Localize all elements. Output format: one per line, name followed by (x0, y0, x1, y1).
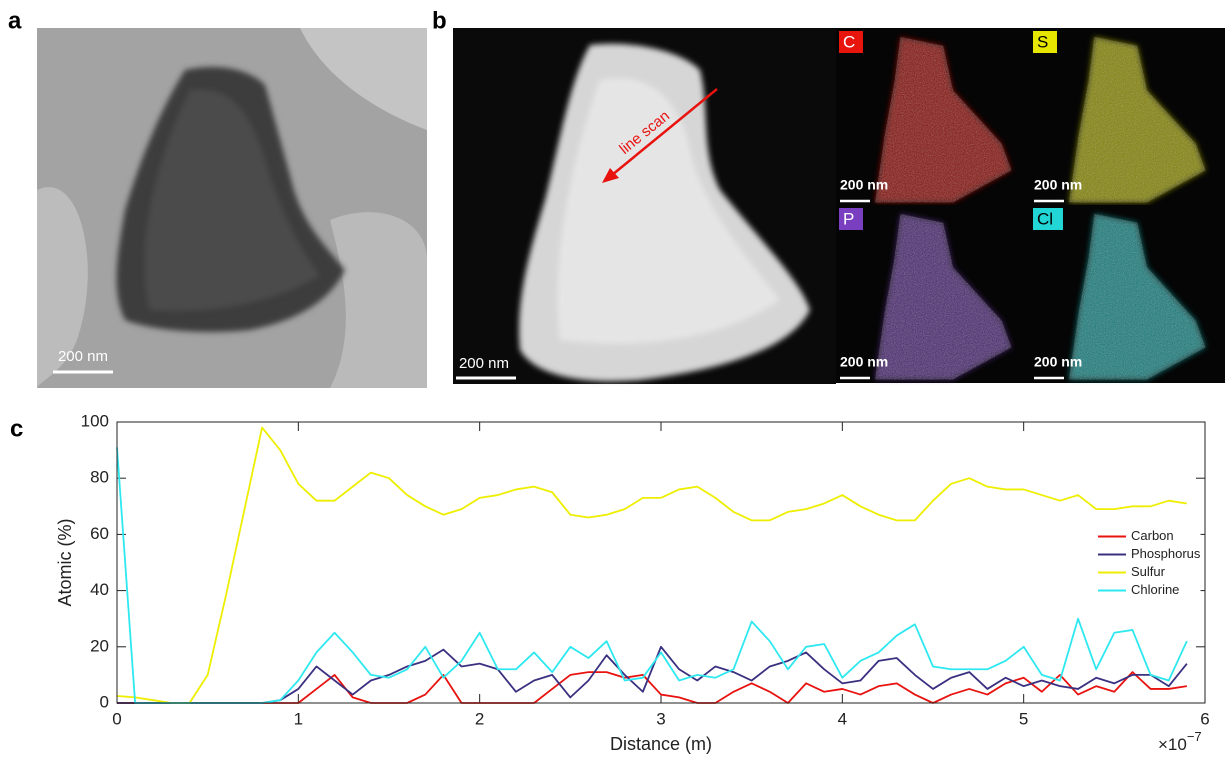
axes-box (117, 422, 1205, 703)
x-multiplier: ×10−7 (1158, 729, 1202, 754)
x-tick-label: 5 (1019, 709, 1028, 728)
legend-label: Phosphorus (1131, 546, 1201, 561)
scale-bar-label: 200 nm (459, 355, 509, 372)
panel-label: c (10, 415, 23, 442)
scale-bar-label: 200 nm (840, 177, 888, 193)
x-tick-label: 1 (294, 709, 303, 728)
y-tick-label: 20 (90, 636, 109, 655)
y-tick-label: 0 (100, 692, 109, 711)
legend-label: Chlorine (1131, 582, 1179, 597)
tem-image (37, 28, 427, 388)
figure: 200 nm a line scan 200 nm b C200 nmS200 … (0, 0, 1225, 757)
legend-label: Sulfur (1131, 564, 1166, 579)
scale-bar-label: 200 nm (1034, 177, 1082, 193)
element-label: S (1037, 32, 1048, 51)
y-axis-label: Atomic (%) (55, 518, 75, 606)
scale-bar-label: 200 nm (1034, 354, 1082, 370)
series-line (117, 672, 1187, 703)
series-line (117, 647, 1187, 703)
element-label: Cl (1037, 209, 1053, 228)
x-axis-label: Distance (m) (610, 734, 712, 754)
y-tick-label: 100 (81, 411, 109, 430)
panel-label: b (432, 7, 447, 34)
x-multiplier-exponent: −7 (1187, 729, 1202, 744)
series-line (117, 447, 1187, 703)
scale-bar-label: 200 nm (840, 354, 888, 370)
panel-label: a (8, 7, 22, 34)
x-tick-label: 2 (475, 709, 484, 728)
x-tick-label: 3 (656, 709, 665, 728)
element-label: C (843, 32, 855, 51)
scale-bar-label: 200 nm (58, 348, 108, 365)
x-tick-label: 0 (112, 709, 121, 728)
haadf-image (453, 28, 836, 384)
x-tick-label: 6 (1200, 709, 1209, 728)
y-tick-label: 80 (90, 468, 109, 487)
x-multiplier-base: ×10 (1158, 735, 1187, 754)
y-tick-label: 60 (90, 524, 109, 543)
line-chart: 0 20 40 60 80 100 0 1 2 3 4 5 6 Atomic (%) Distance (m… (55, 411, 1210, 754)
eds-maps: C 200 nm S 200 nm P 200 nm Cl 200 nm (836, 28, 1225, 383)
y-tick-label: 40 (90, 580, 109, 599)
element-label: P (843, 209, 854, 228)
series-line (117, 428, 1187, 703)
x-tick-label: 4 (838, 709, 847, 728)
legend-label: Carbon (1131, 528, 1174, 543)
